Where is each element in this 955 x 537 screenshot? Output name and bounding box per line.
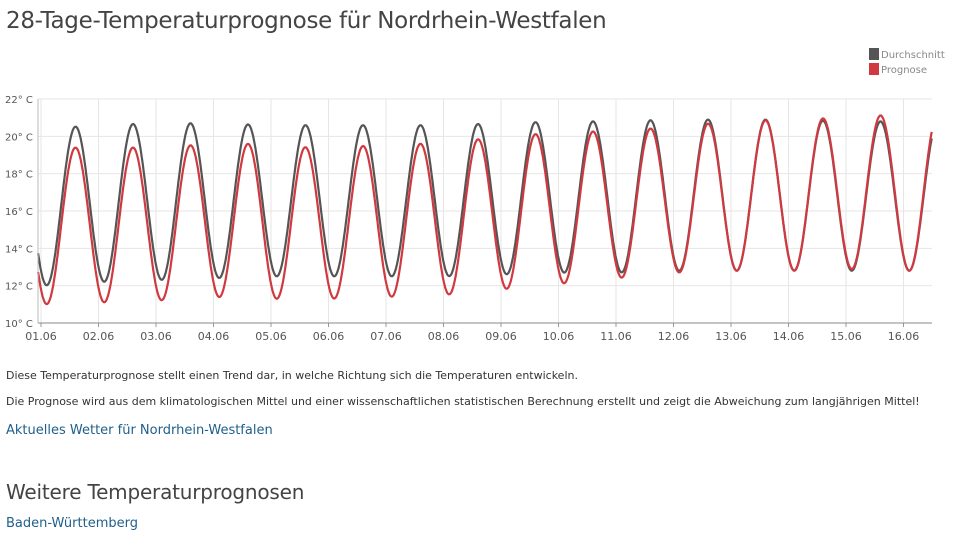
x-tick-label: 06.06 (313, 330, 345, 343)
x-tick-label: 09.06 (485, 330, 517, 343)
x-tick-label: 05.06 (255, 330, 287, 343)
y-tick-label: 22° C (5, 95, 33, 106)
legend-label-durchschnitt[interactable]: Durchschnitt (881, 50, 945, 61)
region-link-baden-wuerttemberg[interactable]: Baden-Württemberg (6, 516, 138, 531)
x-tick-label: 12.06 (658, 330, 690, 343)
temperature-chart: 10° C 12° C 14° C 16° C 18° C 20° C 22° C 01.06… (5, 48, 945, 343)
legend-swatch-prognose (869, 63, 879, 75)
grid (38, 98, 932, 324)
axes: 10° C 12° C 14° C 16° C 18° C 20° C 22° C 01.06… (5, 95, 932, 343)
x-tick-label: 11.06 (600, 330, 632, 343)
y-tick-label: 10° C (5, 319, 33, 330)
legend-swatch-durchschnitt (869, 48, 879, 60)
y-tick-label: 16° C (5, 207, 33, 218)
x-tick-label: 07.06 (370, 330, 402, 343)
y-tick-label: 20° C (5, 132, 33, 143)
x-tick-label: 10.06 (543, 330, 575, 343)
x-tick-label: 15.06 (830, 330, 862, 343)
current-weather-link[interactable]: Aktuelles Wetter für Nordrhein-Westfalen (6, 423, 273, 438)
y-tick-label: 14° C (5, 244, 33, 255)
trend-note: Diese Temperaturprognose stellt einen Tr… (6, 369, 578, 382)
more-forecasts-heading: Weitere Temperaturprognosen (6, 480, 305, 504)
x-tick-label: 04.06 (198, 330, 230, 343)
x-tick-label: 13.06 (715, 330, 747, 343)
x-tick-label: 14.06 (773, 330, 805, 343)
y-tick-label: 18° C (5, 170, 33, 181)
y-tick-label: 12° C (5, 282, 33, 293)
x-tick-label: 01.06 (25, 330, 57, 343)
legend: Durchschnitt Prognose (869, 48, 945, 76)
x-tick-label: 08.06 (428, 330, 460, 343)
series-lines (37, 114, 933, 306)
x-tick-label: 03.06 (140, 330, 172, 343)
x-tick-label: 02.06 (83, 330, 115, 343)
legend-label-prognose[interactable]: Prognose (881, 65, 927, 76)
x-tick-label: 16.06 (888, 330, 920, 343)
method-note: Die Prognose wird aus dem klimatologisch… (6, 395, 920, 408)
series-line-prognose (37, 114, 933, 306)
page-title: 28-Tage-Temperaturprognose für Nordrhein… (6, 8, 607, 34)
